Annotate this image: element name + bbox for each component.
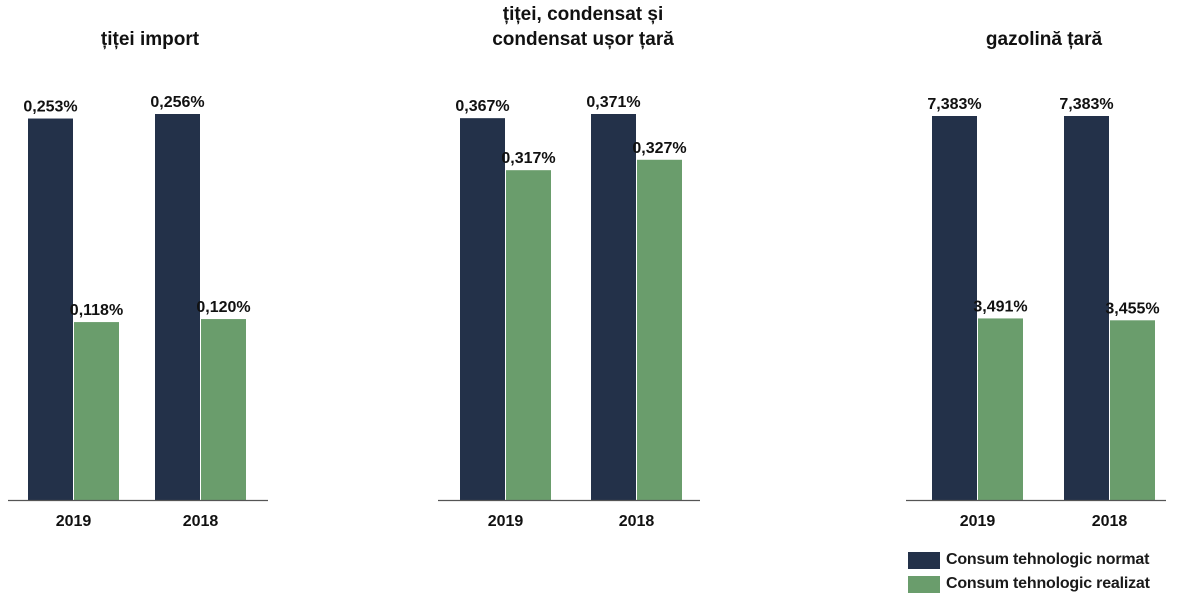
chart-3-bar-2019-normat [932,116,977,500]
chart-2-bar-2018-normat [591,114,636,500]
chart-1-category-label-2018: 2018 [183,513,219,530]
chart-3-value-label-2019-normat: 7,383% [927,96,981,113]
chart-3-title: gazolină țară [986,29,1103,50]
chart-1-category-label-2019: 2019 [56,513,92,530]
legend-item-realizat: Consum tehnologic realizat [908,572,1150,596]
chart-3-value-label-2018-realizat: 3,455% [1105,300,1159,317]
chart-2-value-label-2019-realizat: 0,317% [501,150,555,167]
chart-3-bar-2018-normat [1064,116,1109,500]
chart-2-title: condensat ușor țară [492,29,674,50]
chart-2-title: țiței, condensat și [503,4,663,25]
chart-3-bar-2019-realizat [978,318,1023,500]
chart-2-bar-2019-realizat [506,170,551,500]
chart-1-value-label-2019-normat: 0,253% [23,99,77,116]
chart-2-value-label-2019-normat: 0,367% [455,98,509,115]
legend-label-normat: Consum tehnologic normat [946,551,1150,568]
chart-1-bar-2019-realizat [74,322,119,500]
chart-2-bar-2019-normat [460,118,505,500]
chart-1-bar-2019-normat [28,118,73,500]
chart-2-value-label-2018-normat: 0,371% [586,94,640,111]
chart-1-value-label-2019-realizat: 0,118% [70,302,123,319]
chart-1-bar-2018-realizat [201,319,246,500]
legend-item-normat: Consum tehnologic normat [908,548,1150,572]
legend: Consum tehnologic normat Consum tehnolog… [908,548,1150,596]
chart-2-value-label-2018-realizat: 0,327% [632,140,686,157]
chart-2-category-label-2018: 2018 [619,513,655,530]
chart-1-value-label-2018-realizat: 0,120% [196,299,250,316]
chart-2-bar-2018-realizat [637,159,682,500]
chart-3-value-label-2018-normat: 7,383% [1059,96,1113,113]
chart-3-bar-2018-realizat [1110,320,1155,500]
chart-2-category-label-2019: 2019 [488,513,524,530]
chart-3-category-label-2018: 2018 [1092,513,1128,530]
legend-label-realizat: Consum tehnologic realizat [946,575,1150,592]
chart-1-title: țiței import [101,29,200,50]
chart-1-value-label-2018-normat: 0,256% [150,94,204,111]
chart-1-bar-2018-normat [155,114,200,500]
legend-swatch-normat [908,551,940,569]
chart-3-category-label-2019: 2019 [960,513,996,530]
legend-swatch-realizat [908,575,940,593]
chart-3-value-label-2019-realizat: 3,491% [973,298,1027,315]
